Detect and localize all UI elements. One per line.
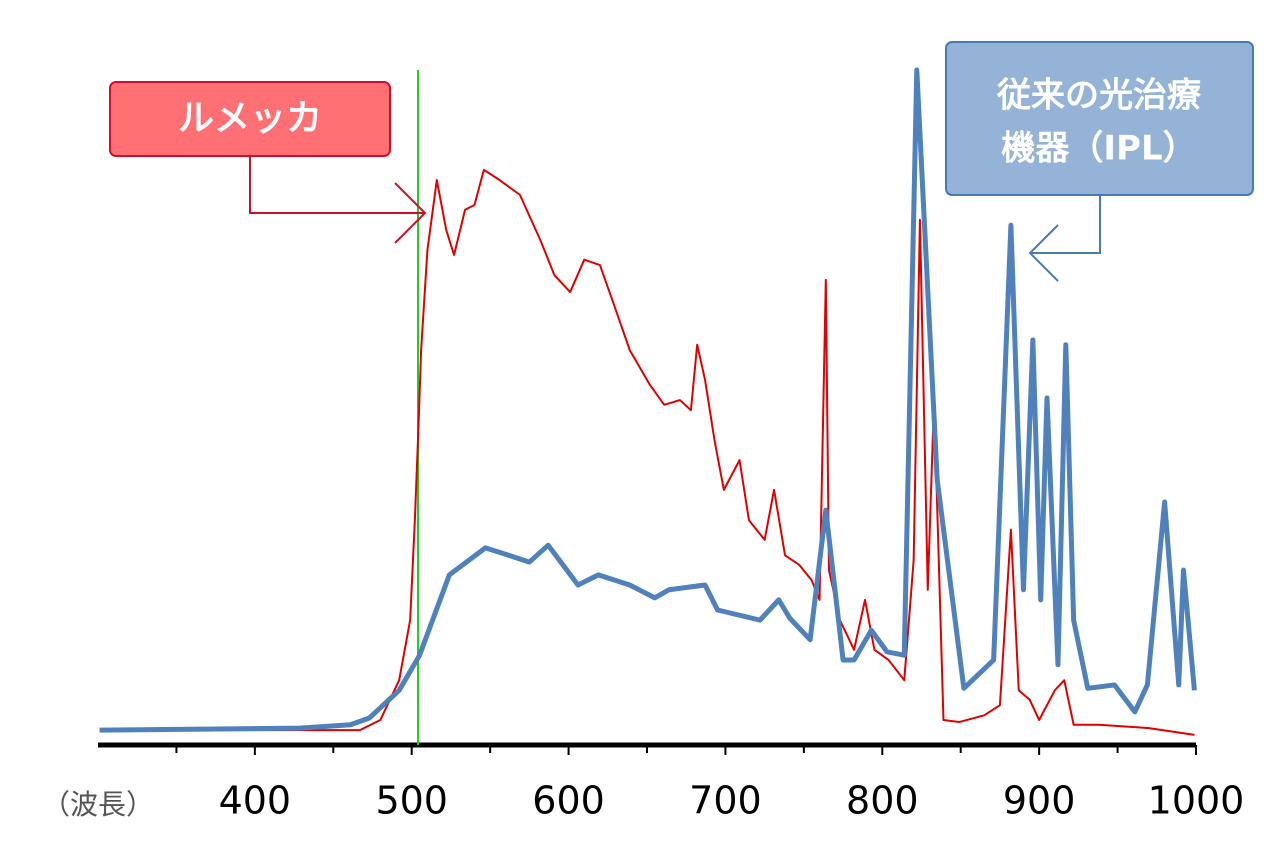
x-tick-label: 1000 <box>1148 779 1245 823</box>
annotation-connector <box>249 156 425 214</box>
annotation-box <box>945 41 1254 196</box>
x-tick-label: 700 <box>689 779 762 823</box>
annotation-text: 従来の光治療 <box>996 76 1202 116</box>
x-tick-label: 900 <box>1003 779 1076 823</box>
x-tick-label: 800 <box>846 779 919 823</box>
x-tick-label: 600 <box>532 779 605 823</box>
x-axis-label: （波長） <box>42 788 154 821</box>
x-tick-label: 500 <box>375 779 448 823</box>
data-line <box>99 168 1195 736</box>
data-line <box>99 67 1197 733</box>
annotation-text: ルメッカ <box>178 98 322 139</box>
x-tick-label: 400 <box>219 779 292 823</box>
annotation-text: 機器（IPL） <box>1001 129 1196 169</box>
annotation-connector <box>1030 195 1101 254</box>
annotation-arrowhead <box>394 182 427 244</box>
annotation-arrowhead <box>1028 224 1059 282</box>
